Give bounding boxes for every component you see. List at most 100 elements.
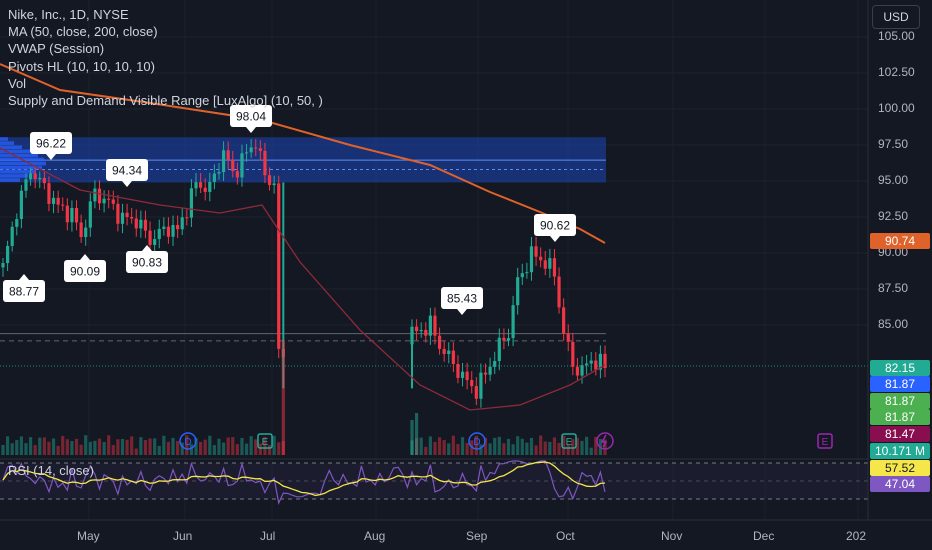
candle-body (189, 188, 194, 218)
currency-selector[interactable]: USD (872, 5, 920, 29)
volume-bar (97, 438, 102, 455)
pivot-label-pointer (457, 309, 467, 315)
supply-demand-indicator-label[interactable]: Supply and Demand Visible Range [LuxAlgo… (8, 93, 323, 109)
vwap-indicator-label[interactable]: VWAP (Session) (8, 41, 105, 57)
price-tick-label: 87.50 (878, 281, 909, 295)
volume-bar (166, 441, 171, 455)
volume-bar (38, 437, 42, 455)
symbol-title[interactable]: Nike, Inc., 1D, NYSE (8, 7, 129, 22)
price-tag: 81.47 (870, 426, 930, 442)
candle-body (516, 277, 520, 306)
pivot-label-box (441, 287, 483, 309)
volume-bar-spike (410, 420, 414, 455)
candle-body (38, 177, 42, 180)
pivot-label: 85.43 (447, 292, 477, 306)
dividend-event-icon (179, 432, 197, 450)
pivots-indicator-label[interactable]: Pivots HL (10, 10, 10, 10) (8, 58, 155, 74)
volume-bar (93, 440, 97, 455)
volume-profile-bar (0, 165, 42, 170)
time-tick-label: Jun (173, 529, 193, 543)
candle-body (125, 212, 129, 218)
candle-body (162, 226, 166, 229)
volume-bar (231, 437, 235, 455)
volume-bar (465, 442, 469, 455)
volume-bar (24, 443, 28, 455)
candle-body (84, 227, 88, 238)
candle-body (479, 372, 483, 399)
volume-bar (189, 444, 194, 455)
candle-body (575, 366, 580, 376)
candle-body (244, 152, 249, 154)
volume-bar (419, 437, 423, 455)
candle-body (65, 205, 69, 223)
dividend-event-icon (468, 432, 486, 450)
pivot-label-box (3, 280, 45, 302)
candle-body (51, 197, 56, 204)
candle-body (474, 386, 478, 399)
price-tick-label: 92.50 (878, 209, 909, 223)
candle-body (240, 153, 244, 178)
candle-body (212, 173, 216, 182)
volume-indicator-label[interactable]: Vol (8, 75, 27, 91)
volume-bar (263, 437, 267, 455)
candle-body (42, 177, 46, 184)
candle-body (153, 239, 157, 245)
volume-bar (134, 448, 138, 455)
candle-body (414, 326, 419, 332)
volume-bar (111, 445, 115, 455)
volume-bar (153, 438, 157, 455)
candle-body (419, 329, 423, 332)
candle-body (580, 365, 584, 376)
ma50-line (0, 147, 606, 411)
volume-bar (511, 444, 515, 455)
volume-bar (199, 441, 203, 455)
candle-body (428, 315, 432, 336)
volume-bar (47, 441, 51, 455)
candle-body (585, 363, 589, 366)
pivot-label-pointer (80, 254, 90, 260)
volume-bar (585, 436, 589, 455)
candle-body (180, 217, 184, 230)
volume-bar (235, 444, 239, 455)
volume-bar (277, 442, 281, 455)
volume-profile-bar (0, 161, 46, 166)
volume-bar (65, 439, 69, 455)
candle-body (107, 198, 111, 200)
candle-body (272, 183, 276, 186)
price-tag: 90.74 (870, 233, 930, 249)
event-label: E (566, 437, 573, 448)
volume-bar (493, 437, 497, 455)
volume-bar (143, 440, 148, 455)
candle-body (1, 263, 5, 268)
pivot-label-pointer (122, 181, 132, 187)
time-tick-label: 202 (846, 529, 867, 543)
candle-body (194, 182, 198, 189)
candle-body (185, 217, 189, 219)
volume-bar (497, 436, 501, 455)
candle-body (120, 212, 125, 224)
volume-bar (70, 441, 74, 455)
candle-body (10, 226, 14, 246)
time-tick-label: Sep (466, 529, 488, 543)
price-tick-label: 100.00 (878, 101, 915, 115)
price-tag: 82.15 (870, 360, 930, 376)
price-tick-label: 95.00 (878, 173, 909, 187)
volume-bar (33, 445, 37, 455)
price-tag: 81.87 (870, 393, 930, 409)
volume-bar (203, 439, 207, 455)
volume-bar (548, 441, 552, 455)
rsi-indicator-label[interactable]: RSI (14, close) (8, 463, 94, 478)
candle-body (199, 182, 203, 188)
ma-indicator-label[interactable]: MA (50, close, 200, close) (8, 24, 158, 40)
candle-body (562, 307, 566, 334)
candle-body (254, 147, 258, 149)
candle-body (460, 371, 465, 378)
volume-bar (543, 441, 547, 455)
price-tag: 81.87 (870, 376, 930, 392)
candle-body (571, 341, 575, 367)
candle-body (437, 335, 442, 349)
earnings-event-icon (257, 433, 273, 449)
candle-body (470, 380, 474, 387)
price-tick-label: 97.50 (878, 137, 909, 151)
